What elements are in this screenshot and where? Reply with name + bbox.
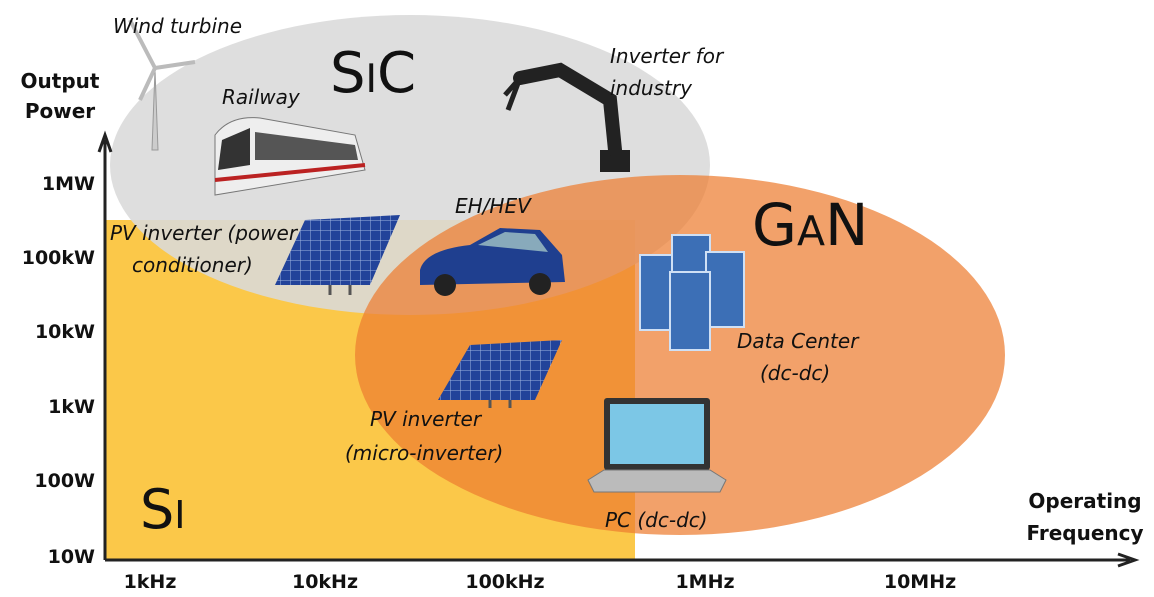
ticks: 1MW 100kW 10kW 1kW 100W 10W 1kHz 10kHz 100kHz 1MH… — [22, 173, 956, 593]
app-label: Wind turbine — [113, 14, 242, 38]
y-axis-title: Output — [21, 69, 100, 93]
y-tick-label: 100kW — [22, 247, 95, 269]
railway-icon — [214, 117, 366, 196]
y-axis-title: Power — [25, 99, 95, 123]
app-label: (dc-dc) — [760, 361, 830, 385]
x-axis — [105, 552, 1140, 568]
app-label: EH/HEV — [455, 194, 532, 218]
car-icon — [420, 228, 565, 296]
sic-label: SiC — [330, 41, 416, 106]
app-label: Inverter for — [610, 44, 725, 68]
x-tick-label: 100kHz — [465, 571, 544, 593]
laptop-icon — [587, 398, 727, 493]
y-axis — [97, 130, 113, 560]
gan-label: GaN — [752, 191, 868, 259]
robot-arm-icon — [503, 62, 630, 172]
app-label: conditioner) — [132, 253, 253, 277]
y-tick-label: 1MW — [42, 173, 95, 195]
si-label: Si — [140, 478, 185, 541]
app-label: (micro-inverter) — [345, 441, 503, 465]
app-label: Data Center — [737, 329, 860, 353]
x-tick-label: 10kHz — [292, 571, 358, 593]
app-label: PV inverter — [370, 407, 483, 431]
server-icon — [639, 234, 745, 351]
app-label: Railway — [222, 85, 301, 109]
solar-panel-small-icon — [438, 340, 562, 408]
y-tick-label: 10W — [48, 546, 95, 568]
x-axis-title: Operating — [1028, 489, 1141, 513]
x-tick-label: 10MHz — [884, 571, 956, 593]
wind-turbine-icon — [128, 19, 196, 151]
y-tick-label: 10kW — [35, 321, 95, 343]
x-axis-title: Frequency — [1026, 521, 1143, 545]
app-label: industry — [610, 76, 693, 100]
app-label: PC (dc-dc) — [605, 508, 708, 532]
y-tick-label: 1kW — [48, 396, 95, 418]
app-label: PV inverter (power — [110, 221, 299, 245]
x-tick-label: 1kHz — [124, 571, 177, 593]
solar-panel-icon — [275, 215, 400, 295]
x-tick-label: 1MHz — [675, 571, 734, 593]
y-tick-label: 100W — [34, 470, 95, 492]
